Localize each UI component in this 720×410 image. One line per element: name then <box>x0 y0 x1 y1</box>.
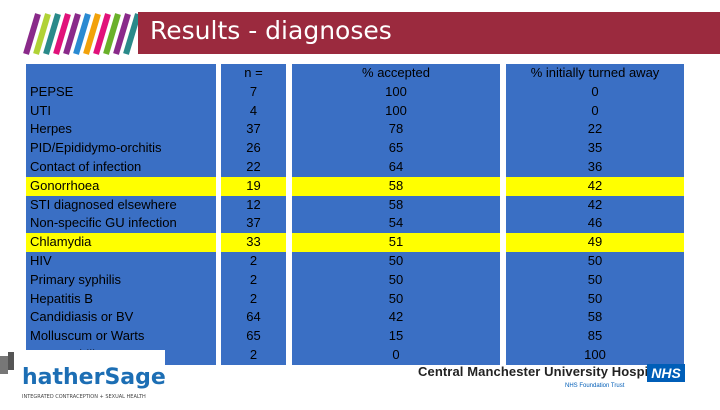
table-cell-condition: Contact of infection <box>26 157 216 177</box>
table-cell-condition: PEPSE <box>26 82 216 102</box>
table-cell-accepted: 78 <box>292 120 500 140</box>
table-cell-turned-away: 49 <box>506 233 684 252</box>
table-cell-n: 65 <box>221 327 286 346</box>
table-cell-turned-away: 50 <box>506 251 684 271</box>
table-cell-accepted: 64 <box>292 157 500 177</box>
table-cell-n: 19 <box>221 176 286 196</box>
table-cell-condition: Candidiasis or BV <box>26 308 216 328</box>
table-cell-turned-away: 0 <box>506 101 684 121</box>
table-cell-condition: Gonorrhoea <box>26 176 216 196</box>
table-cell-condition: Chlamydia <box>26 233 216 252</box>
nhs-logo: NHS <box>647 364 685 382</box>
table-cell-accepted: 15 <box>292 327 500 346</box>
table-cell-accepted: 54 <box>292 214 500 234</box>
table-cell-condition: Primary syphilis <box>26 270 216 290</box>
svg-text:INTEGRATED CONTRACEPTION + SEX: INTEGRATED CONTRACEPTION + SEXUAL HEALTH <box>22 394 146 400</box>
table-cell-accepted: 42 <box>292 308 500 328</box>
table-cell-condition: Hepatitis B <box>26 289 216 309</box>
table-cell-turned-away: 42 <box>506 176 684 196</box>
table-cell-n: 26 <box>221 139 286 158</box>
table-cell-accepted: 65 <box>292 139 500 158</box>
table-cell-condition: HIV <box>26 251 216 271</box>
table-cell-condition: STI diagnosed elsewhere <box>26 195 216 215</box>
table-cell-turned-away: 85 <box>506 327 684 346</box>
hospital-name: Central Manchester University Hospitals <box>418 364 672 379</box>
table-cell-condition: PID/Epididymo-orchitis <box>26 139 216 158</box>
table-cell-n: 12 <box>221 195 286 215</box>
svg-text:hatherSage: hatherSage <box>22 365 165 390</box>
nhs-trust-label: NHS Foundation Trust <box>565 383 625 389</box>
slide-title: Results - diagnoses <box>150 16 392 45</box>
table-cell-turned-away: 42 <box>506 195 684 215</box>
table-cell-accepted: 0 <box>292 345 500 365</box>
table-cell-turned-away: 35 <box>506 139 684 158</box>
table-cell-accepted: 58 <box>292 176 500 196</box>
table-cell-n: 33 <box>221 233 286 252</box>
column-header-n: n = <box>221 64 286 83</box>
table-cell-turned-away: 36 <box>506 157 684 177</box>
table-cell-accepted: 58 <box>292 195 500 215</box>
condition-column: PEPSE UTI Herpes PID/Epididymo-orchitis Cont… <box>26 64 216 365</box>
table-cell-accepted: 51 <box>292 233 500 252</box>
table-cell-accepted: 50 <box>292 289 500 309</box>
table-cell-n: 7 <box>221 82 286 102</box>
table-cell-turned-away: 46 <box>506 214 684 234</box>
table-cell-n: 2 <box>221 345 286 365</box>
n-column: n = 7 4 37 26 22 19 12 37 33 2 2 2 64 65 2 <box>221 64 286 365</box>
table-cell-accepted: 100 <box>292 82 500 102</box>
table-cell-condition: UTI <box>26 101 216 121</box>
hathersage-logo: hatherSage INTEGRATED CONTRACEPTION + SE… <box>0 350 166 405</box>
table-cell-turned-away: 58 <box>506 308 684 328</box>
table-cell-n: 4 <box>221 101 286 121</box>
column-header-turned-away: % initially turned away <box>506 64 684 83</box>
table-cell-condition: Herpes <box>26 120 216 140</box>
title-bar <box>138 12 720 54</box>
decorative-stripes <box>23 13 141 55</box>
table-cell-n: 37 <box>221 214 286 234</box>
table-cell-n: 64 <box>221 308 286 328</box>
table-cell-accepted: 100 <box>292 101 500 121</box>
accepted-column: % accepted 100 100 78 65 64 58 58 54 51 50 50 50 42 15… <box>292 64 500 365</box>
turned-away-column: % initially turned away 0 0 22 35 36 42 42 46 49 5… <box>506 64 684 365</box>
table-cell-accepted: 50 <box>292 270 500 290</box>
table-cell-n: 2 <box>221 270 286 290</box>
table-cell-n: 2 <box>221 289 286 309</box>
column-header-condition <box>26 64 216 83</box>
table-cell-n: 2 <box>221 251 286 271</box>
table-cell-n: 37 <box>221 120 286 140</box>
column-header-accepted: % accepted <box>292 64 500 83</box>
table-cell-turned-away: 0 <box>506 82 684 102</box>
table-cell-n: 22 <box>221 157 286 177</box>
table-cell-turned-away: 100 <box>506 345 684 365</box>
table-cell-turned-away: 22 <box>506 120 684 140</box>
table-cell-accepted: 50 <box>292 251 500 271</box>
table-cell-turned-away: 50 <box>506 270 684 290</box>
table-cell-turned-away: 50 <box>506 289 684 309</box>
table-cell-condition: Non-specific GU infection <box>26 214 216 234</box>
table-cell-condition: Molluscum or Warts <box>26 327 216 346</box>
